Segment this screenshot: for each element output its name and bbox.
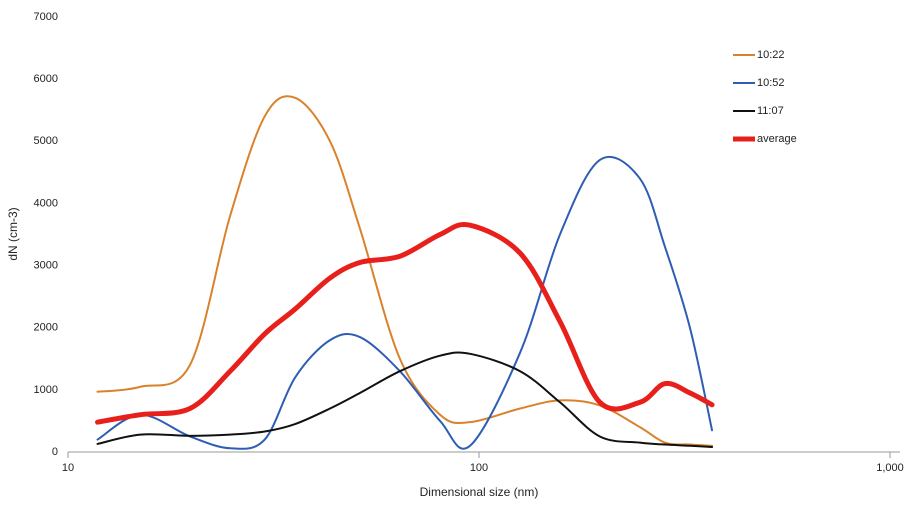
legend-label: 11:07 <box>757 105 784 117</box>
series-line <box>96 351 714 449</box>
series-line <box>95 221 715 425</box>
y-tick-label: 5000 <box>34 135 58 147</box>
x-axis-title: Dimensional size (nm) <box>420 485 539 499</box>
y-tick-label: 3000 <box>34 259 58 271</box>
y-tick-label: 4000 <box>34 197 58 209</box>
legend-label: average <box>757 133 797 145</box>
y-tick-label: 6000 <box>34 73 58 85</box>
x-tick-label: 10 <box>62 462 74 474</box>
legend-label: 10:52 <box>757 77 785 89</box>
y-axis-title: dN (cm-3) <box>6 207 20 260</box>
y-tick-label: 0 <box>52 446 58 458</box>
y-tick-label: 2000 <box>34 322 58 334</box>
y-tick-label: 1000 <box>34 384 58 396</box>
legend-label: 10:22 <box>757 49 785 61</box>
x-tick-label: 1,000 <box>876 462 904 474</box>
x-tick-label: 100 <box>470 462 488 474</box>
y-tick-label: 7000 <box>34 11 58 23</box>
series-line <box>96 155 714 450</box>
series-line <box>96 95 714 447</box>
